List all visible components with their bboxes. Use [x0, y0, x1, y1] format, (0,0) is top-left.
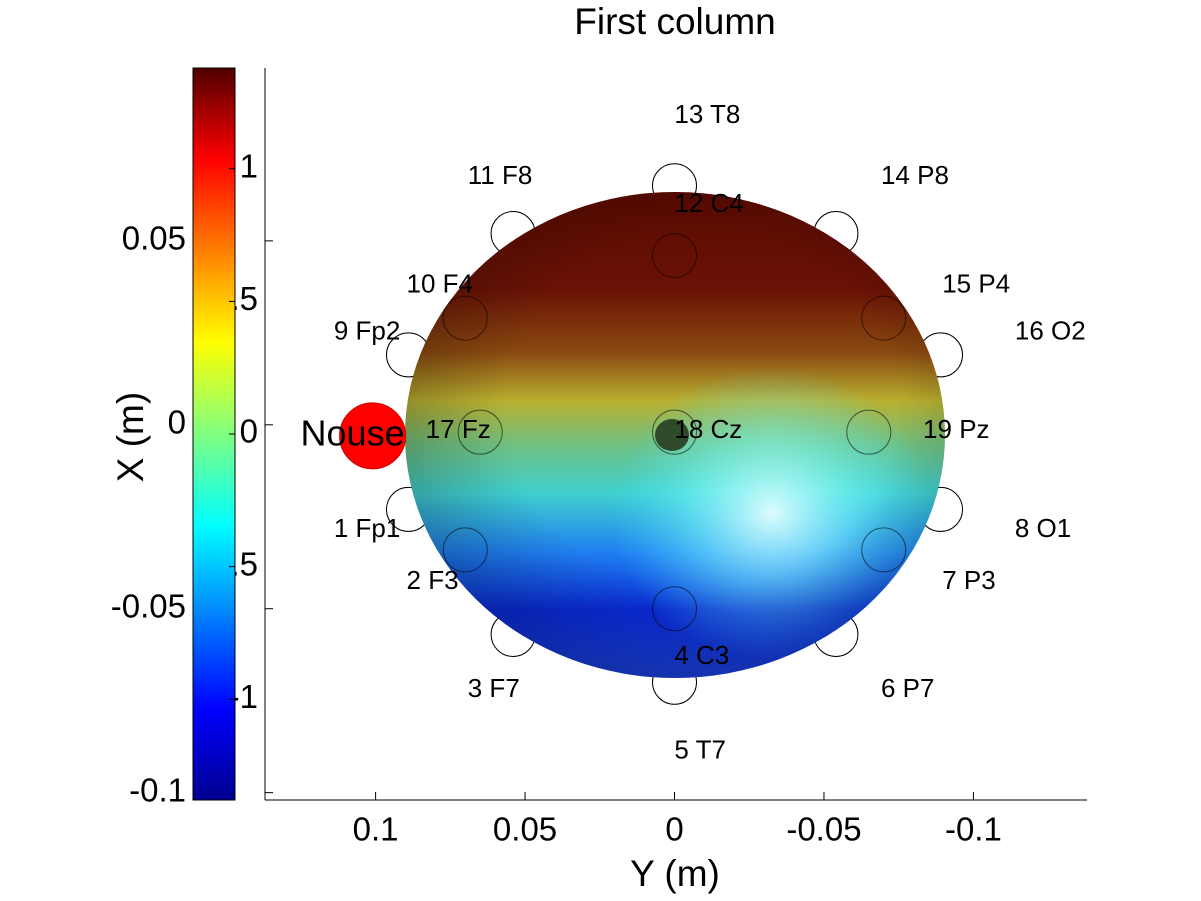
electrode-label: 14 P8	[881, 160, 949, 190]
y-tick-label: -0.1	[129, 771, 186, 808]
electrode-label: 18 Cz	[674, 414, 742, 444]
x-axis-label: Y (m)	[630, 853, 720, 894]
electrode-label: 3 F7	[468, 673, 520, 703]
x-tick-label: 0.1	[353, 811, 399, 848]
electrode-label: 16 O2	[1015, 315, 1086, 345]
nose-marker	[339, 402, 407, 470]
electrode	[846, 409, 892, 455]
colorbar-scale	[192, 67, 236, 801]
electrode	[652, 233, 698, 279]
nose-label: Nouse	[301, 412, 405, 453]
electrode-label: 11 F8	[468, 160, 533, 190]
ticks: 0.1 0.05 0 -0.05 -0.1 0.05 0 -0.05 -0.1	[111, 220, 1002, 848]
electrode-label: 13 T8	[674, 99, 740, 129]
nose: Nouse	[301, 402, 407, 470]
electrode-label: 10 F4	[407, 268, 474, 298]
electrode-label: 4 C3	[674, 640, 729, 670]
y-tick-label: 0.05	[122, 220, 186, 257]
head-surface	[405, 192, 945, 678]
electrode-label: 1 Fp1	[334, 513, 401, 543]
y-tick-label: 0	[168, 404, 186, 441]
electrode-label: 5 T7	[674, 734, 726, 764]
colorbar-tick-label: 0	[240, 413, 258, 450]
y-tick-label: -0.05	[111, 587, 186, 624]
x-tick-label: 0.05	[493, 811, 557, 848]
x-tick-label: -0.05	[786, 811, 861, 848]
chart-title: First column	[574, 1, 775, 42]
electrode-label: 19 Pz	[923, 414, 990, 444]
electrode	[652, 586, 698, 632]
electrode-label: 15 P4	[942, 268, 1010, 298]
electrode-label: 12 C4	[674, 188, 743, 218]
y-axis-label: X (m)	[110, 392, 151, 482]
electrode-label: 9 Fp2	[334, 315, 401, 345]
x-tick-label: 0	[665, 811, 683, 848]
electrode-label: 8 O1	[1015, 513, 1071, 543]
electrode	[442, 527, 488, 573]
electrode-label: 7 P3	[942, 565, 996, 595]
colorbar-tick-label: 1	[240, 148, 258, 185]
electrode	[457, 409, 503, 455]
electrode	[861, 295, 907, 341]
electrode-label: 2 F3	[407, 565, 459, 595]
electrode-label: 6 P7	[881, 673, 935, 703]
x-tick-label: -0.1	[945, 811, 1002, 848]
center-dot	[655, 419, 689, 451]
electrode	[652, 409, 698, 455]
inner-electrodes	[442, 233, 907, 632]
electrode	[861, 527, 907, 573]
electrode	[442, 295, 488, 341]
electrode-label: 17 Fz	[426, 414, 491, 444]
colorbar: 10.50-0.5-1	[192, 67, 258, 801]
